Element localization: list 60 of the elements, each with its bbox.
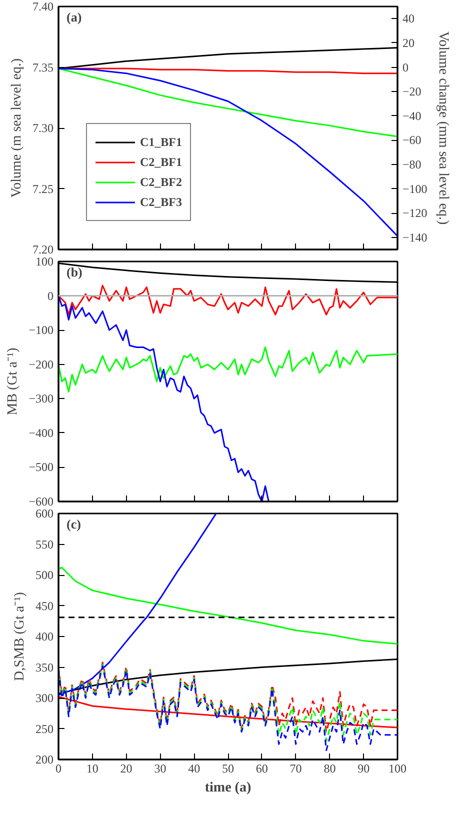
y-tick-label: 400 bbox=[36, 630, 54, 644]
y-tick-label: 450 bbox=[36, 598, 54, 613]
y-tick-label: −200 bbox=[28, 357, 54, 372]
x-axis-title: time (a) bbox=[204, 780, 252, 796]
y-tick-label: 7.30 bbox=[32, 121, 54, 135]
x-tick-label: 10 bbox=[86, 762, 98, 776]
y-tick-label: −600 bbox=[28, 494, 54, 508]
y-tick-label: 500 bbox=[36, 568, 54, 582]
y-tick-label: −400 bbox=[28, 426, 54, 440]
y2-tick-label: −80 bbox=[402, 157, 422, 172]
y2-axis-title: Volume change (mm sea level eq.) bbox=[435, 31, 450, 226]
line-series bbox=[58, 284, 398, 316]
y2-tick-label: −40 bbox=[402, 108, 422, 123]
line-series bbox=[58, 295, 270, 502]
y-tick-label: 600 bbox=[36, 506, 54, 520]
x-tick-label: 60 bbox=[256, 762, 268, 776]
y2-tick-label: 0 bbox=[402, 60, 408, 74]
x-tick-label: 30 bbox=[154, 762, 166, 776]
y-axis-title: MB (Gt a⁻¹) bbox=[6, 347, 21, 416]
y2-tick-label: −140 bbox=[402, 230, 428, 244]
line-series bbox=[58, 346, 398, 393]
x-tick-label: 40 bbox=[188, 762, 200, 776]
y2-tick-label: 40 bbox=[402, 12, 414, 26]
y-tick-label: −100 bbox=[28, 323, 54, 338]
x-tick-label: 20 bbox=[120, 762, 132, 776]
x-tick-label: 90 bbox=[358, 762, 370, 776]
y-tick-label: 7.40 bbox=[32, 0, 54, 14]
chart-title: (c) bbox=[66, 516, 81, 532]
x-tick-label: 80 bbox=[324, 762, 336, 776]
line-series bbox=[58, 566, 398, 645]
y-tick-label: 350 bbox=[36, 660, 54, 674]
y-tick-label: 7.20 bbox=[32, 242, 54, 256]
y2-tick-label: −20 bbox=[402, 84, 422, 99]
y-tick-label: 200 bbox=[36, 752, 54, 766]
legend-label: C2_BF2 bbox=[140, 174, 182, 190]
y-tick-label: 550 bbox=[36, 537, 54, 552]
line-series bbox=[58, 68, 398, 138]
x-tick-label: 100 bbox=[388, 762, 406, 776]
y-tick-label: 300 bbox=[36, 691, 54, 705]
y-tick-label: −500 bbox=[28, 460, 54, 474]
x-tick-label: 50 bbox=[222, 762, 234, 776]
y2-tick-label: −100 bbox=[402, 182, 428, 196]
y-axis-title: Volume (m sea level eq.) bbox=[10, 58, 24, 198]
chart-title: (b) bbox=[66, 264, 82, 280]
y2-tick-label: 20 bbox=[402, 36, 414, 50]
y-tick-label: −300 bbox=[28, 392, 54, 406]
y-axis-title: D,SMB (Gt a⁻¹) bbox=[12, 592, 28, 681]
chart-title: (a) bbox=[66, 10, 82, 24]
y-tick-label: 100 bbox=[36, 254, 54, 268]
y-tick-label: 0 bbox=[48, 288, 54, 303]
y2-tick-label: −120 bbox=[402, 206, 428, 220]
y-tick-label: 7.35 bbox=[32, 60, 54, 74]
line-series bbox=[58, 68, 398, 237]
legend-label: C2_BF1 bbox=[140, 154, 182, 170]
y-tick-label: 250 bbox=[36, 722, 54, 736]
y2-tick-label: −60 bbox=[402, 133, 422, 148]
legend-label: C1_BF1 bbox=[140, 134, 182, 150]
x-tick-label: 70 bbox=[290, 762, 302, 776]
y-tick-label: 7.25 bbox=[32, 182, 54, 196]
legend-label: C2_BF3 bbox=[140, 194, 182, 210]
